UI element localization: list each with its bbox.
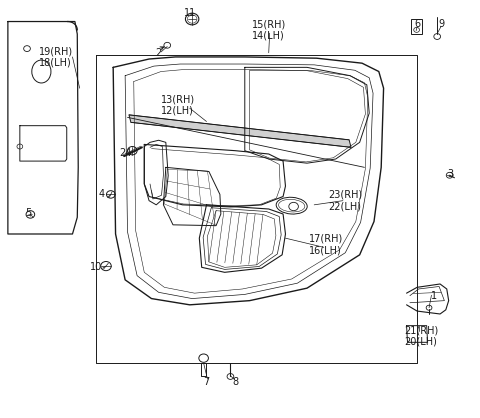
Text: 19(RH)
18(LH): 19(RH) 18(LH): [39, 46, 73, 68]
Text: 2: 2: [156, 48, 162, 58]
Text: 10: 10: [90, 263, 103, 272]
Text: 17(RH)
16(LH): 17(RH) 16(LH): [309, 234, 343, 255]
Text: 21(RH)
20(LH): 21(RH) 20(LH): [405, 325, 439, 347]
Text: 5: 5: [25, 208, 32, 218]
Text: 8: 8: [232, 377, 238, 387]
Text: 13(RH)
12(LH): 13(RH) 12(LH): [161, 94, 195, 116]
Polygon shape: [129, 115, 351, 147]
Text: 7: 7: [204, 377, 210, 387]
Text: 23(RH)
22(LH): 23(RH) 22(LH): [328, 190, 362, 212]
Text: 24: 24: [119, 148, 132, 158]
Text: 9: 9: [438, 19, 444, 28]
Text: 3: 3: [447, 168, 454, 178]
Text: 11: 11: [184, 8, 196, 18]
Text: 1: 1: [431, 291, 437, 301]
Text: 6: 6: [414, 19, 420, 28]
Text: 4: 4: [98, 189, 104, 199]
Text: 15(RH)
14(LH): 15(RH) 14(LH): [252, 19, 286, 41]
